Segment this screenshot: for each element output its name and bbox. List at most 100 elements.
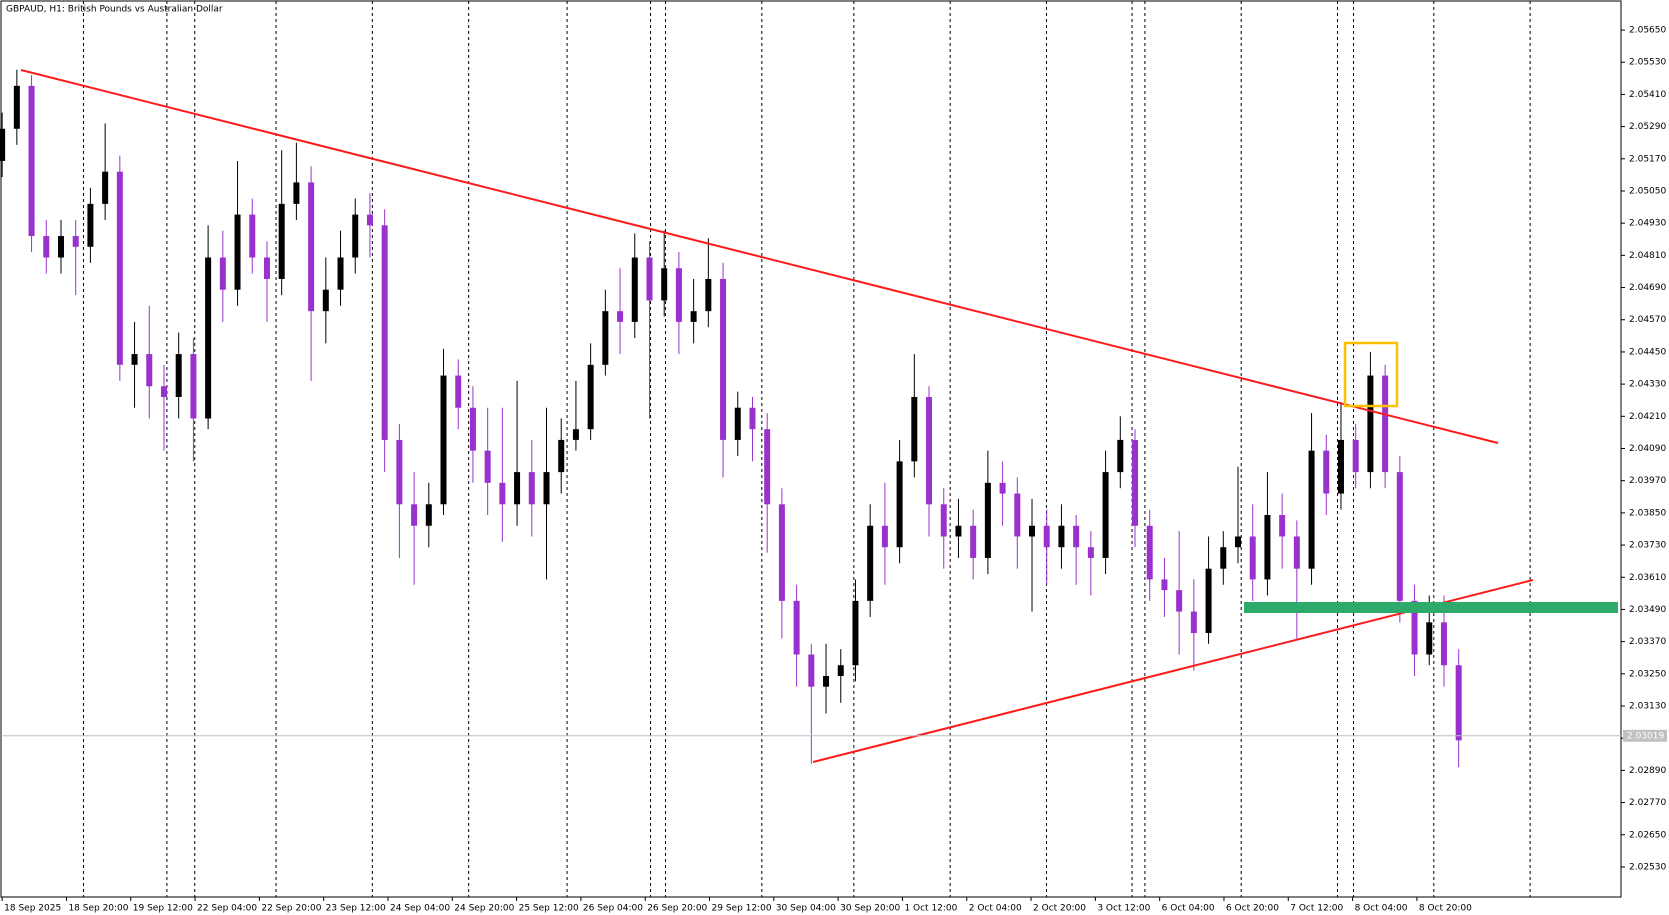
x-tick-label: 8 Oct 20:00 [1419,904,1472,914]
candle-body [43,236,50,258]
candle-body [249,214,256,258]
x-tick-label: 24 Sep 04:00 [390,904,450,914]
candle-body [705,278,712,312]
candle-body [528,472,535,505]
y-tick-label: 2.03610 [1629,573,1666,583]
x-tick-label: 30 Sep 04:00 [776,904,836,914]
y-tick-label: 2.03850 [1629,508,1666,518]
y-tick-label: 2.04690 [1629,283,1666,293]
candle-body [881,525,888,548]
candle-body [72,236,79,247]
candle-body [1382,375,1389,473]
x-tick-label: 30 Sep 20:00 [840,904,900,914]
candle-body [293,182,300,204]
candle-body [558,439,565,473]
x-tick-label: 18 Sep 2025 [4,904,61,914]
x-tick-label: 6 Oct 20:00 [1226,904,1279,914]
y-tick-label: 2.05170 [1629,154,1666,164]
candle-body [911,396,918,462]
y-tick-label: 2.05290 [1629,122,1666,132]
x-tick-label: 29 Sep 12:00 [712,904,772,914]
candle-body [1396,472,1403,601]
candle-body [675,268,682,322]
candle-body [720,278,727,440]
candle-body [1264,515,1271,580]
x-tick-label: 2 Oct 04:00 [969,904,1022,914]
y-tick-label: 2.04810 [1629,251,1666,261]
x-tick-label: 26 Sep 20:00 [647,904,707,914]
candle-body [764,429,771,505]
support-zone [1244,602,1618,613]
y-tick-label: 2.03130 [1629,702,1666,712]
candle-body [1058,525,1065,548]
candle-body [396,439,403,505]
y-tick-label: 2.02530 [1629,862,1666,872]
candle-body [1234,536,1241,548]
candle-body [1205,568,1212,634]
candle-body [381,225,388,440]
candle-body [1367,375,1374,473]
candle-body [116,171,123,365]
y-tick-label: 2.02770 [1629,798,1666,808]
candle-body [190,354,197,419]
candle-body [13,85,20,129]
candle-body [102,171,109,204]
candle-body [455,375,462,408]
y-tick-label: 2.05650 [1629,26,1666,36]
x-tick-label: 3 Oct 12:00 [1097,904,1150,914]
y-tick-label: 2.03730 [1629,541,1666,551]
x-tick-label: 18 Sep 20:00 [68,904,128,914]
x-tick-label: 7 Oct 12:00 [1290,904,1343,914]
candle-body [1102,472,1109,558]
candle-body [1337,439,1344,494]
candle-body [940,504,947,537]
highlight-box [1343,341,1399,408]
y-tick-label: 2.03490 [1629,605,1666,615]
last-price-label: 2.03019 [1627,731,1664,741]
candle-body [352,214,359,258]
y-tick-label: 2.04570 [1629,315,1666,325]
candle-body [1014,493,1021,537]
candle-body [322,289,329,312]
candle-body [837,665,844,676]
x-tick-label: 2 Oct 20:00 [1033,904,1086,914]
candle-body [1440,622,1447,666]
candle-body [1279,515,1286,537]
candle-body [984,482,991,558]
candle-body [205,257,212,419]
candle-body [823,675,830,687]
candle-body [955,525,962,537]
candle-body [175,354,182,397]
period-separators [82,1,1531,897]
candle-body [263,257,270,279]
y-tick-label: 2.04450 [1629,347,1666,357]
y-tick-label: 2.05530 [1629,58,1666,68]
candle-body [160,386,167,397]
chart-title: GBPAUD, H1: British Pounds vs Australian… [6,5,223,15]
y-tick-label: 2.03370 [1629,637,1666,647]
candle-body [1190,611,1197,634]
candle-body [852,600,859,666]
candle-body [484,450,491,483]
candle-body [1117,439,1124,473]
candle-body [690,311,697,322]
x-tick-label: 26 Sep 04:00 [583,904,643,914]
candle-body [808,654,815,687]
x-tick-label: 6 Oct 04:00 [1162,904,1215,914]
upper-trendline [20,69,1499,444]
candle-body [1043,525,1050,548]
candle-body [661,268,668,301]
candle-body [734,407,741,440]
candle-body [1411,600,1418,655]
y-tick-label: 2.03970 [1629,476,1666,486]
candle-body [366,214,373,226]
candle-body [999,482,1006,494]
candle-body [87,203,94,247]
x-tick-label: 25 Sep 12:00 [519,904,579,914]
candle-body [749,407,756,430]
candle-body [587,364,594,430]
y-tick-label: 2.05050 [1629,186,1666,196]
candle-body [631,257,638,322]
